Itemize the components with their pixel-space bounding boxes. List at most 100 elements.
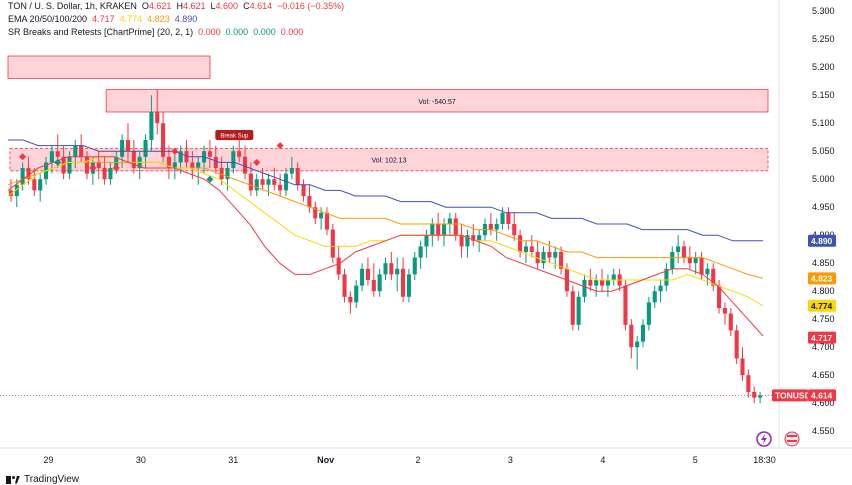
- price-badge-label: 4.774: [811, 301, 833, 311]
- candle-body: [20, 168, 25, 185]
- zone-volume-label: Vol: -540.57: [418, 99, 455, 106]
- signal-box: [215, 130, 254, 140]
- legend-ema50: 4.774: [119, 14, 143, 24]
- candle-body: [705, 268, 710, 275]
- candle-body: [108, 168, 113, 180]
- candle-body: [494, 224, 499, 230]
- candle-body: [266, 179, 271, 185]
- candle-body: [623, 285, 628, 325]
- signal-label: Break Sup: [220, 134, 249, 140]
- candle-body: [471, 235, 476, 241]
- candle-body: [629, 324, 634, 348]
- candle-body: [254, 179, 259, 191]
- flag-icon: [784, 431, 800, 447]
- candle-body: [190, 162, 195, 168]
- candle-body: [441, 224, 447, 236]
- candle-body: [681, 246, 687, 258]
- candle-body: [371, 280, 376, 292]
- price-tick-label: 5.150: [812, 90, 835, 100]
- candle-body: [278, 184, 283, 191]
- time-tick-label: 4: [600, 455, 605, 465]
- candle-body: [184, 151, 189, 163]
- candle-body: [248, 173, 253, 191]
- candle-body: [313, 207, 318, 219]
- signal-diamond-marker: [206, 175, 214, 183]
- candle-body: [67, 156, 72, 174]
- legend-ema-label: EMA 20/50/100/200: [8, 14, 88, 24]
- legend-c-label: C: [243, 1, 250, 11]
- price-tick-label: 5.300: [812, 6, 835, 16]
- price-tick-label: 4.700: [812, 342, 835, 352]
- legend-sr-val-4: 0.000: [280, 27, 304, 37]
- zone-volume-label: Vol: 102.13: [371, 158, 406, 165]
- candle-body: [611, 274, 616, 280]
- lightning-bolt-icon: [761, 434, 767, 444]
- candle-body: [307, 196, 312, 208]
- candle-body: [301, 184, 306, 196]
- flag-stripe-icon: [787, 435, 797, 437]
- candle-body: [465, 235, 470, 247]
- signal-diamond-marker: [253, 158, 261, 166]
- candle-body: [605, 280, 610, 286]
- candle-body: [178, 151, 183, 163]
- candle-body: [658, 285, 663, 292]
- time-tick-label: 5: [693, 455, 698, 465]
- candle-body: [728, 313, 733, 331]
- candle-body: [506, 212, 511, 224]
- sr-zone: [105, 89, 769, 113]
- signal-diamond-marker: [276, 142, 284, 150]
- candle-body: [594, 280, 599, 286]
- legend-sr-val-3: 0.000: [253, 27, 276, 37]
- legend-l-label: L: [210, 1, 216, 11]
- candle-body: [342, 274, 347, 297]
- ema200-line: [8, 139, 763, 242]
- price-badge: [808, 299, 836, 312]
- candle-body: [166, 156, 171, 168]
- candle-body: [740, 358, 745, 376]
- candle-body: [225, 168, 230, 180]
- candle-body: [348, 296, 353, 303]
- candle-body: [272, 179, 277, 185]
- candle-body: [32, 179, 37, 191]
- candle-body: [213, 156, 218, 168]
- price-tick-label: 4.950: [812, 202, 835, 212]
- time-tick-label: 31: [228, 455, 238, 465]
- legend-sr-val-2: 0.000: [225, 27, 249, 37]
- candle-body: [161, 123, 166, 157]
- price-tick-label: 4.600: [812, 398, 835, 408]
- tradingview-logo-icon: [6, 475, 20, 484]
- price-tick-label: 4.650: [812, 370, 835, 380]
- ema20-line: [7, 156, 764, 337]
- candle-body: [8, 190, 13, 196]
- candle-body: [717, 285, 722, 308]
- legend-open: 4.621: [148, 1, 172, 11]
- candle-body: [711, 268, 716, 286]
- legend-sr-val-1: 0.000: [198, 27, 221, 37]
- tradingview-brand: TradingView: [24, 474, 80, 485]
- lightning-icon: [756, 431, 772, 447]
- candle-body: [541, 252, 546, 264]
- legend-o-label: O: [141, 1, 149, 11]
- candle-body: [559, 252, 564, 269]
- candle-body: [295, 168, 300, 185]
- candle-body: [447, 218, 452, 224]
- candle-body: [330, 229, 335, 258]
- candle-body: [453, 218, 458, 236]
- candle-body: [324, 212, 330, 230]
- signal-diamond-marker: [112, 164, 120, 172]
- candle-body: [676, 246, 681, 252]
- candle-body: [207, 151, 212, 157]
- candle-body: [670, 252, 675, 269]
- signal-diamond-marker: [171, 147, 179, 155]
- legend-ema200: 4.890: [174, 14, 198, 24]
- price-tick-label: 5.050: [812, 146, 835, 156]
- price-badge-label: TONUSD: [775, 391, 811, 401]
- candle-body: [73, 145, 78, 157]
- signal-diamond-marker: [54, 158, 62, 166]
- legend-change: −0.016 (−0.35%): [277, 1, 345, 11]
- time-tick-label: Nov: [317, 455, 334, 465]
- price-badge: [808, 234, 836, 247]
- candle-body: [518, 235, 523, 252]
- candle-body: [377, 274, 382, 292]
